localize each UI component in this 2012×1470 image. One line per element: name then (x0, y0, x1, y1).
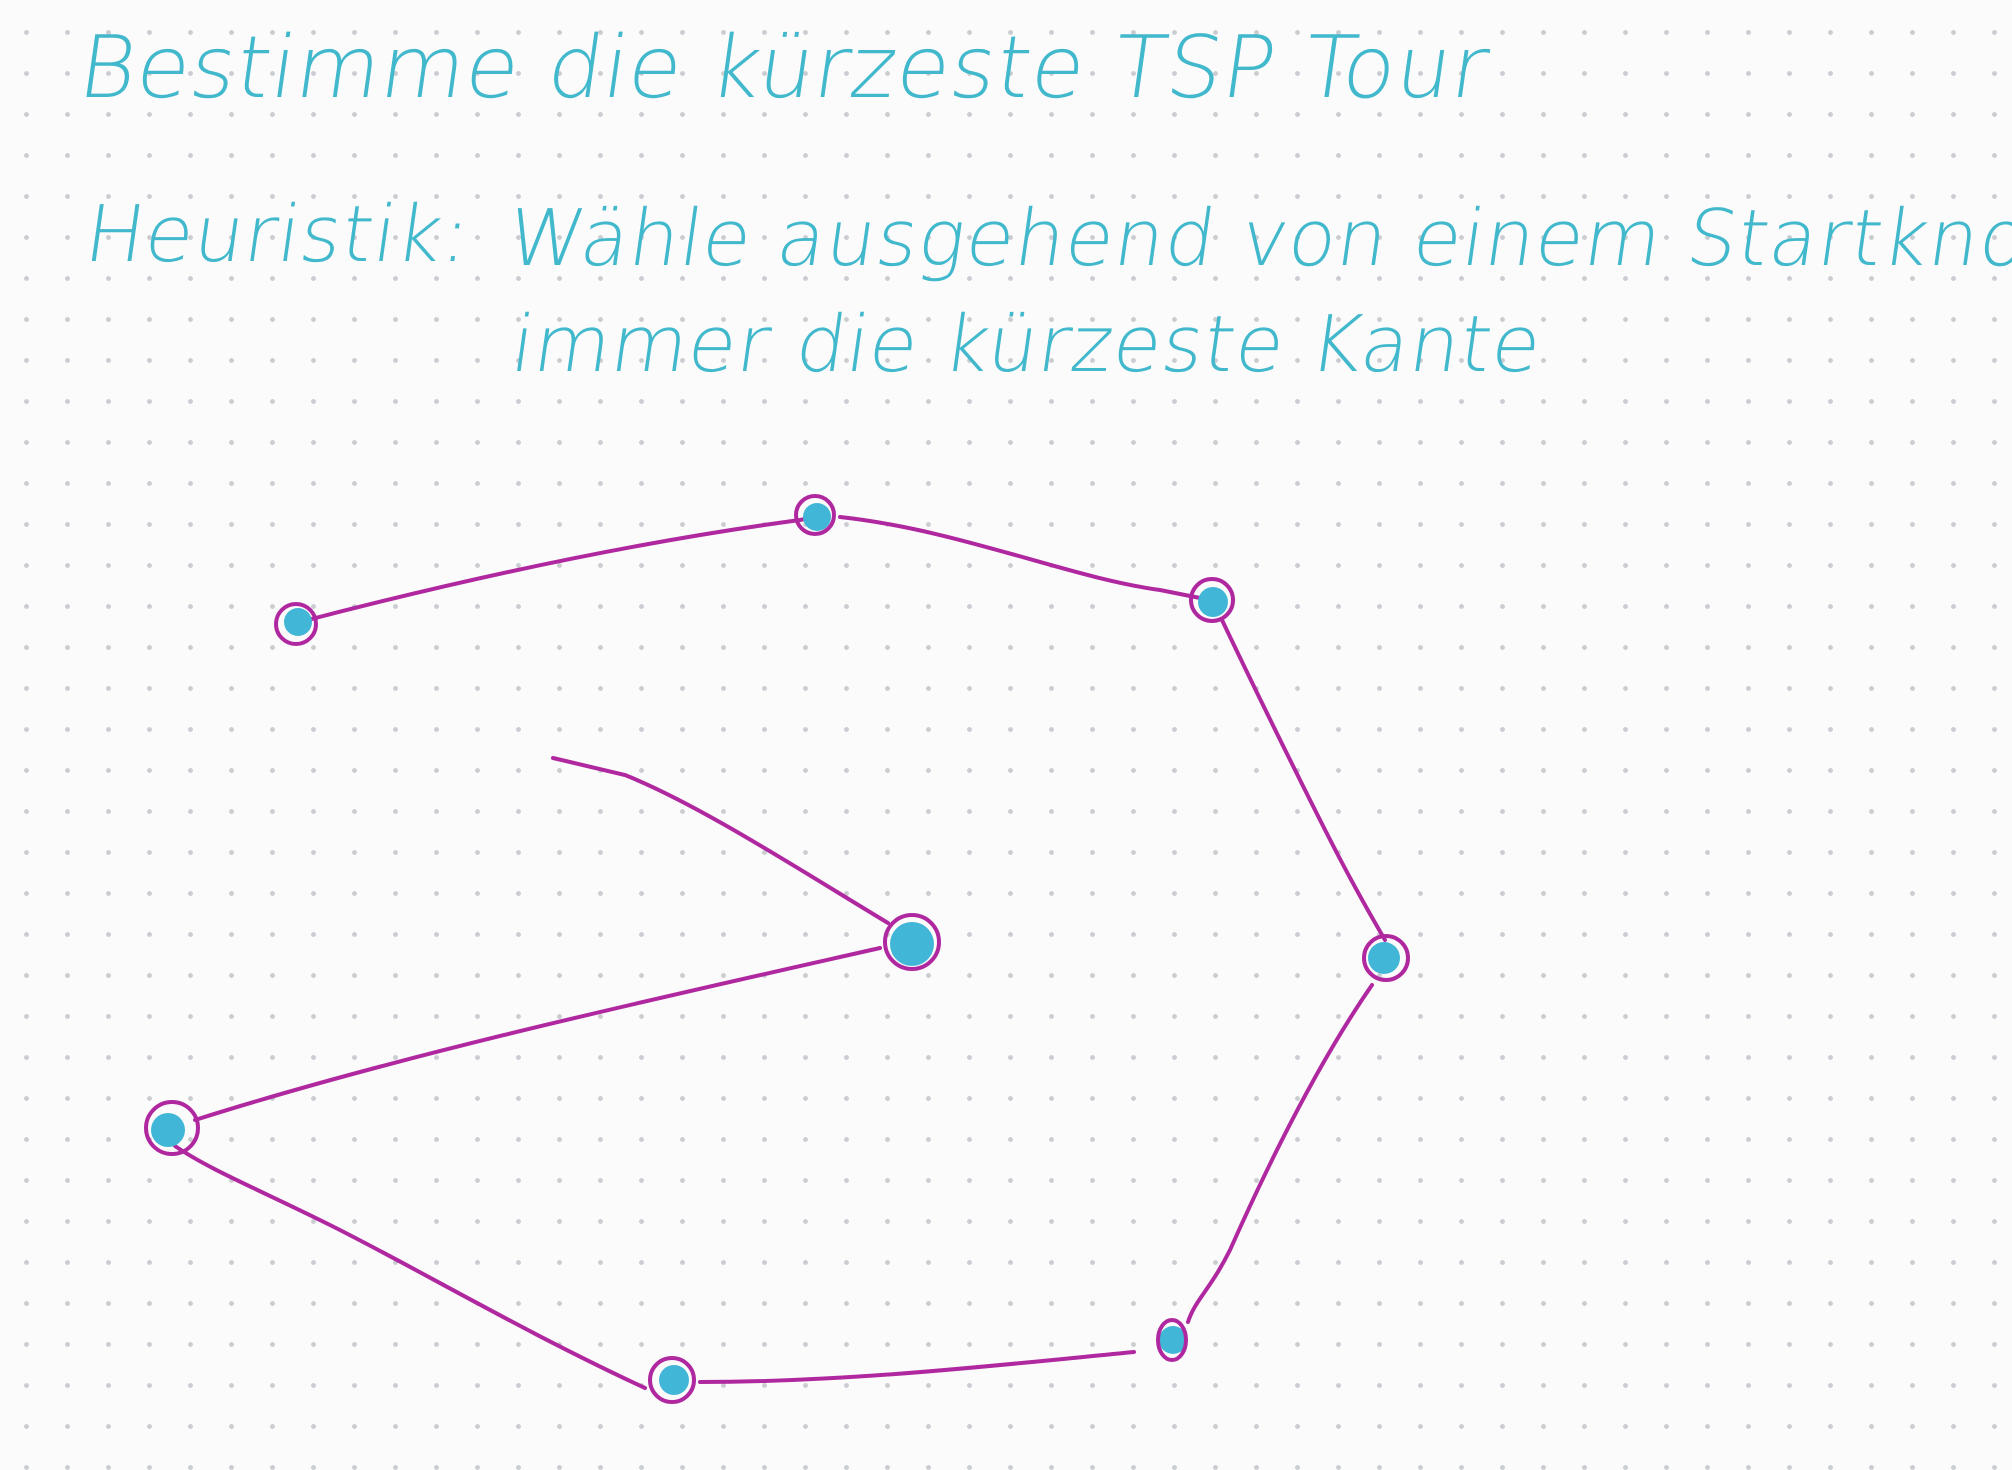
edge-g-h (193, 946, 882, 1122)
node-c (1189, 577, 1235, 623)
node-d (1362, 934, 1410, 982)
node-b (794, 494, 836, 536)
edge-f-g (173, 1144, 647, 1390)
node-e (1156, 1318, 1188, 1362)
node-h (883, 913, 941, 971)
edge-h-open (551, 756, 890, 925)
edge-c-d (1220, 618, 1387, 942)
edge-b-c (838, 515, 1202, 600)
node-g (144, 1100, 200, 1156)
node-a (274, 602, 318, 646)
node-f (648, 1356, 696, 1404)
edge-e-f (698, 1350, 1136, 1384)
edge-a-b (298, 515, 817, 624)
edge-d-e (1186, 983, 1374, 1324)
